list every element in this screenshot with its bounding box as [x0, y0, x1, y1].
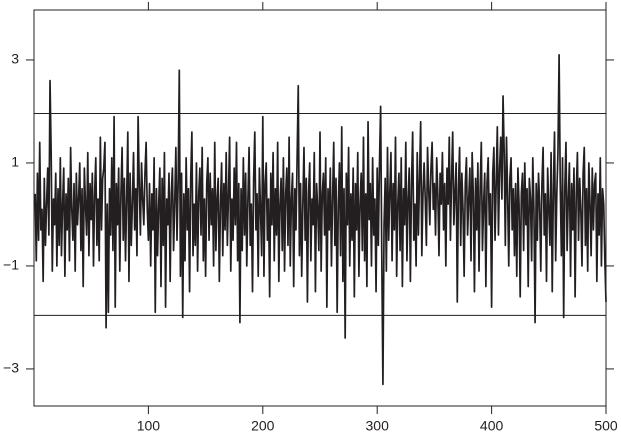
x-tick-label: 200: [251, 418, 275, 434]
y-tick-label: −3: [3, 360, 19, 376]
plot-frame: [33, 9, 607, 407]
data-line: [34, 53, 607, 386]
y-tick-label: 1: [11, 154, 19, 170]
x-tick-label: 300: [366, 418, 390, 434]
y-tick-label: −1: [3, 257, 19, 273]
y-tick-label: 3: [11, 51, 19, 67]
x-tick-label: 500: [594, 418, 618, 434]
x-tick-label: 400: [480, 418, 504, 434]
x-tick-label: 100: [137, 418, 161, 434]
